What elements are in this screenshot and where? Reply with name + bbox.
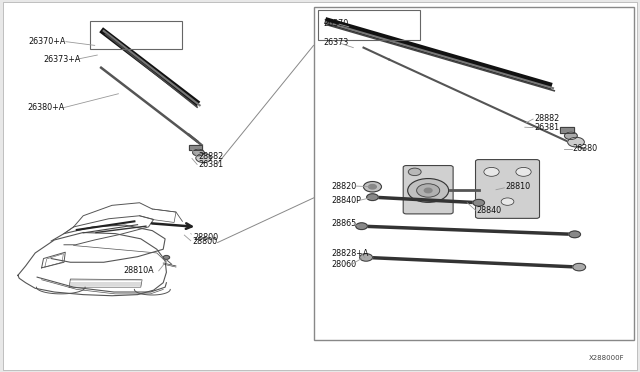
Circle shape xyxy=(564,132,577,140)
Text: 28882: 28882 xyxy=(198,152,223,161)
Text: 26380+A: 26380+A xyxy=(27,103,64,112)
Circle shape xyxy=(408,179,449,202)
FancyBboxPatch shape xyxy=(403,166,453,214)
Bar xyxy=(560,127,574,133)
Circle shape xyxy=(367,194,378,201)
Text: 28828+A: 28828+A xyxy=(332,249,369,258)
Bar xyxy=(560,127,574,133)
Circle shape xyxy=(408,168,421,176)
Text: 26380: 26380 xyxy=(573,144,598,153)
Text: 28840P: 28840P xyxy=(332,196,362,205)
Text: 26373: 26373 xyxy=(323,38,348,47)
Circle shape xyxy=(196,154,211,163)
Text: 26373+A: 26373+A xyxy=(44,55,81,64)
Circle shape xyxy=(573,263,586,271)
Bar xyxy=(189,145,202,150)
Circle shape xyxy=(501,198,514,205)
Bar xyxy=(189,145,202,150)
Text: X288000F: X288000F xyxy=(588,355,624,361)
Text: 28865: 28865 xyxy=(332,219,356,228)
Circle shape xyxy=(484,167,499,176)
Circle shape xyxy=(516,167,531,176)
Circle shape xyxy=(417,184,440,197)
Circle shape xyxy=(569,231,580,238)
Text: 28882: 28882 xyxy=(534,114,559,123)
Circle shape xyxy=(163,256,170,259)
Circle shape xyxy=(364,182,381,192)
Circle shape xyxy=(473,199,484,206)
Text: 26381: 26381 xyxy=(198,160,223,169)
Text: 28810A: 28810A xyxy=(124,266,154,275)
Circle shape xyxy=(193,149,204,156)
FancyBboxPatch shape xyxy=(476,160,540,218)
Text: 28820: 28820 xyxy=(332,182,356,190)
Circle shape xyxy=(568,137,584,147)
Circle shape xyxy=(360,254,372,261)
Text: 28800: 28800 xyxy=(192,237,217,246)
FancyBboxPatch shape xyxy=(314,7,634,340)
Text: 28060: 28060 xyxy=(332,260,356,269)
Circle shape xyxy=(356,223,367,230)
Circle shape xyxy=(424,188,432,193)
Text: 28800: 28800 xyxy=(193,233,218,242)
FancyBboxPatch shape xyxy=(3,2,637,370)
Text: 26370+A: 26370+A xyxy=(29,37,66,46)
Text: 28840: 28840 xyxy=(477,206,502,215)
Text: 28810: 28810 xyxy=(506,182,531,191)
Circle shape xyxy=(369,185,376,189)
Text: 26370: 26370 xyxy=(323,19,348,28)
Text: 26381: 26381 xyxy=(534,123,559,132)
